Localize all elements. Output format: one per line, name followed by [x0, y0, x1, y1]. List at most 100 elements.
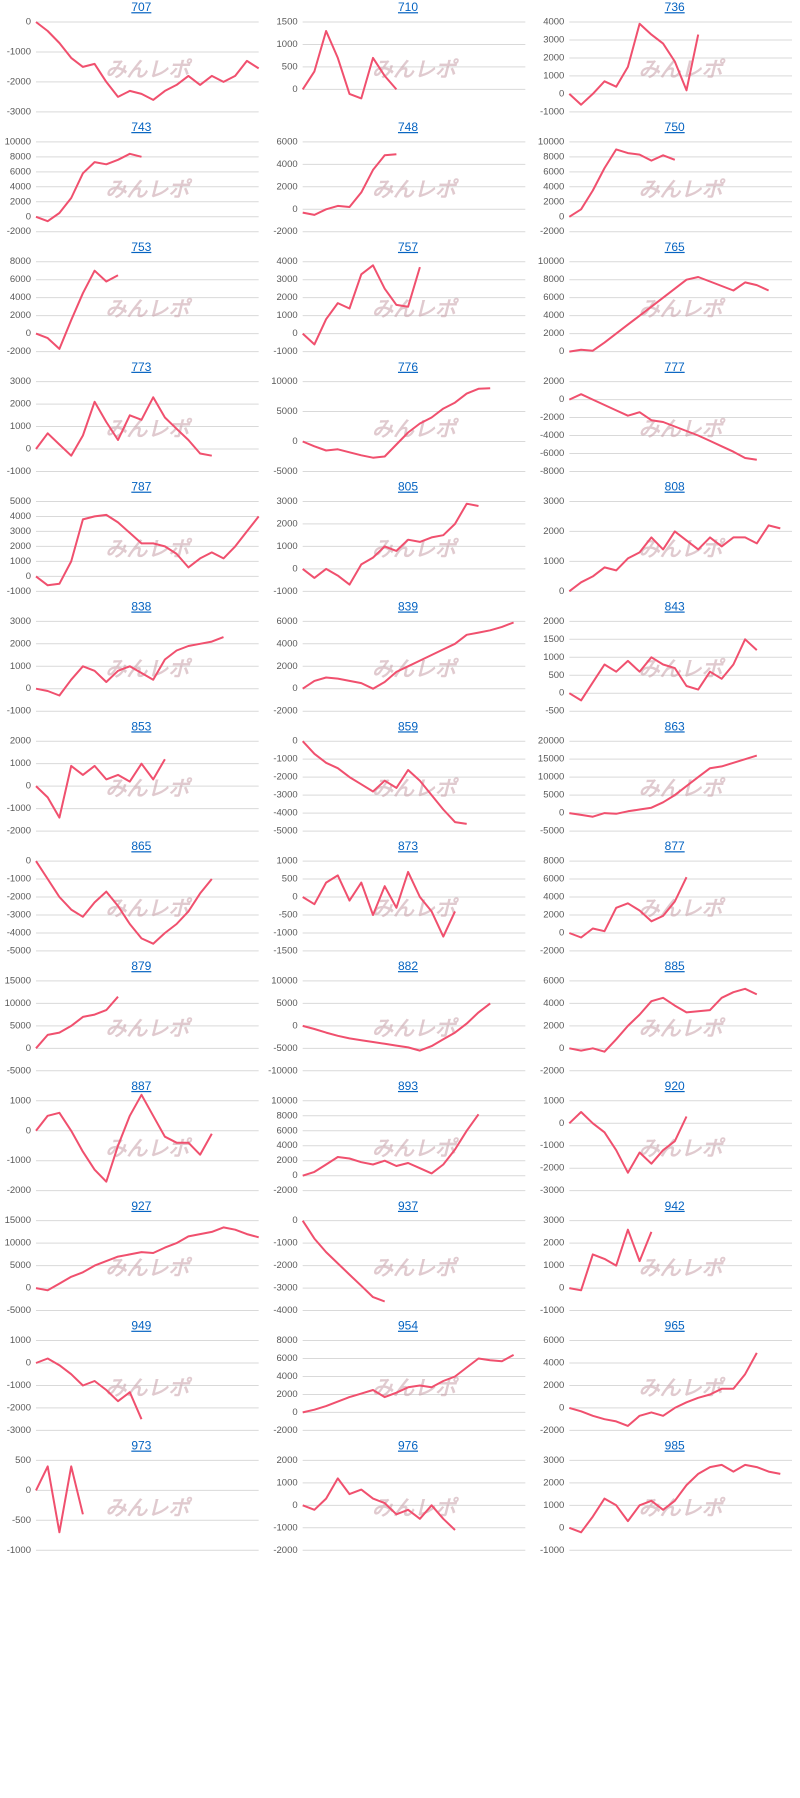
chart-title[interactable]: 954 — [398, 1319, 418, 1333]
chart-title[interactable]: 985 — [665, 1439, 685, 1453]
chart-title[interactable]: 863 — [665, 719, 685, 733]
y-tick-label: -1000 — [273, 346, 297, 357]
y-tick-label: 0 — [292, 1215, 297, 1226]
y-tick-label: -1000 — [7, 874, 31, 885]
y-tick-label: -2000 — [540, 226, 564, 237]
chart-title[interactable]: 893 — [398, 1079, 418, 1093]
y-tick-label: 8000 — [543, 151, 564, 162]
chart-title[interactable]: 787 — [131, 480, 151, 494]
data-line — [35, 21, 260, 101]
y-tick-label: 0 — [26, 1358, 31, 1369]
y-tick-label: 4000 — [543, 310, 564, 321]
chart-title[interactable]: 877 — [665, 839, 685, 853]
data-line — [568, 1463, 781, 1534]
y-tick-label: 2000 — [277, 518, 298, 529]
watermark: みんレポ — [372, 777, 460, 801]
chart-title[interactable]: 942 — [665, 1199, 685, 1213]
watermark: みんレポ — [105, 777, 193, 801]
y-tick-label: 3000 — [543, 34, 564, 45]
y-tick-label: -6000 — [540, 448, 564, 459]
y-tick-label: -1000 — [540, 1305, 564, 1316]
y-tick-label: -5000 — [7, 945, 31, 956]
y-tick-label: 0 — [559, 346, 564, 357]
y-tick-label: 4000 — [277, 256, 298, 267]
watermark: みんレポ — [639, 657, 727, 681]
chart-title[interactable]: 743 — [131, 120, 151, 134]
chart-title[interactable]: 707 — [131, 0, 151, 14]
y-tick-label: 1000 — [10, 661, 31, 672]
chart-title[interactable]: 865 — [131, 839, 151, 853]
y-tick-label: 10000 — [271, 975, 297, 986]
watermark: みんレポ — [105, 297, 193, 321]
y-tick-label: 0 — [26, 1283, 31, 1294]
watermark: みんレポ — [105, 177, 193, 201]
chart-title[interactable]: 949 — [131, 1319, 151, 1333]
y-tick-label: -1000 — [7, 706, 31, 717]
chart-title[interactable]: 777 — [665, 360, 685, 374]
chart-title[interactable]: 773 — [131, 360, 151, 374]
data-line — [568, 22, 700, 106]
y-tick-label: 0 — [26, 17, 31, 28]
chart-title[interactable]: 757 — [398, 240, 418, 254]
chart-title[interactable]: 937 — [398, 1199, 418, 1213]
y-tick-label: -2000 — [7, 76, 31, 87]
chart-title[interactable]: 843 — [665, 600, 685, 614]
data-line — [35, 1226, 259, 1292]
y-tick-label: -5000 — [7, 1065, 31, 1076]
chart-title[interactable]: 976 — [398, 1439, 418, 1453]
chart-title[interactable]: 853 — [131, 719, 151, 733]
chart-title[interactable]: 776 — [398, 360, 418, 374]
data-line — [35, 152, 142, 223]
y-tick-label: 4000 — [10, 511, 31, 522]
chart-title[interactable]: 765 — [665, 240, 685, 254]
data-line — [35, 996, 119, 1049]
data-line — [568, 876, 688, 939]
y-tick-label: 0 — [26, 1485, 31, 1496]
y-tick-label: 2000 — [543, 1020, 564, 1031]
chart-title[interactable]: 920 — [665, 1079, 685, 1093]
watermark: みんレポ — [639, 1256, 727, 1280]
y-tick-label: -2000 — [7, 892, 31, 903]
chart-title[interactable]: 748 — [398, 120, 418, 134]
watermark: みんレポ — [105, 1376, 193, 1400]
chart-title[interactable]: 750 — [665, 120, 685, 134]
chart-title[interactable]: 882 — [398, 959, 418, 973]
y-tick-label: 2000 — [543, 1477, 564, 1488]
y-tick-label: 8000 — [543, 274, 564, 285]
chart-title[interactable]: 927 — [131, 1199, 151, 1213]
y-tick-label: 5000 — [10, 1260, 31, 1271]
chart-title[interactable]: 859 — [398, 719, 418, 733]
chart-title[interactable]: 838 — [131, 600, 151, 614]
data-line — [568, 638, 758, 702]
chart-title[interactable]: 753 — [131, 240, 151, 254]
y-tick-label: -3000 — [540, 1185, 564, 1196]
chart-title[interactable]: 873 — [398, 839, 418, 853]
y-tick-label: 0 — [292, 328, 297, 339]
chart-title[interactable]: 885 — [665, 959, 685, 973]
chart-title[interactable]: 808 — [665, 480, 685, 494]
chart-title[interactable]: 973 — [131, 1439, 151, 1453]
chart-title[interactable]: 879 — [131, 959, 151, 973]
chart-title[interactable]: 887 — [131, 1079, 151, 1093]
data-line — [569, 1228, 653, 1292]
y-tick-label: 1000 — [277, 39, 298, 50]
y-tick-label: 0 — [292, 204, 297, 215]
y-tick-label: 0 — [26, 444, 31, 455]
y-tick-label: 4000 — [543, 998, 564, 1009]
y-tick-label: 3000 — [543, 1455, 564, 1466]
chart-title[interactable]: 736 — [665, 0, 685, 14]
y-tick-label: -1000 — [273, 927, 297, 938]
data-line — [35, 513, 260, 587]
data-line — [35, 1465, 84, 1534]
y-tick-label: 3000 — [277, 274, 298, 285]
y-tick-label: 1000 — [277, 310, 298, 321]
chart-title[interactable]: 805 — [398, 480, 418, 494]
chart-title[interactable]: 839 — [398, 600, 418, 614]
chart-title[interactable]: 965 — [665, 1319, 685, 1333]
data-line — [302, 621, 514, 690]
y-tick-label: 6000 — [543, 166, 564, 177]
y-tick-label: -2000 — [7, 1185, 31, 1196]
chart-title[interactable]: 710 — [398, 0, 418, 14]
data-line — [568, 393, 757, 461]
